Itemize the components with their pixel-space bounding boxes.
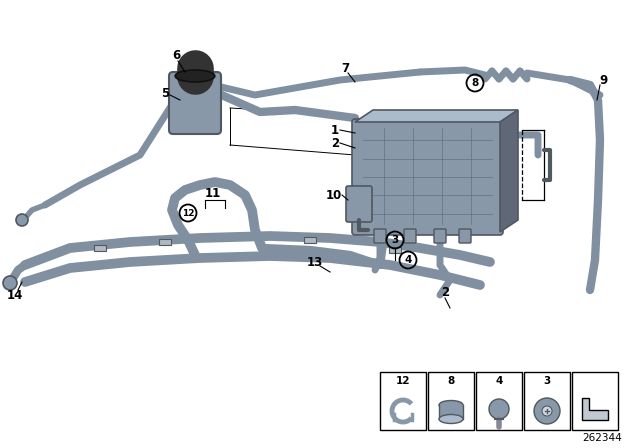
Text: 1: 1 (331, 124, 339, 137)
Circle shape (3, 276, 17, 290)
Bar (572, 372, 618, 430)
Bar (428, 372, 474, 430)
Text: 2: 2 (331, 137, 339, 150)
Text: 4: 4 (495, 376, 502, 386)
Text: 13: 13 (307, 255, 323, 268)
Text: 7: 7 (341, 61, 349, 74)
Circle shape (534, 398, 560, 424)
Text: 8: 8 (447, 376, 454, 386)
Circle shape (489, 399, 509, 419)
Text: 9: 9 (600, 73, 608, 86)
Text: 14: 14 (7, 289, 23, 302)
FancyBboxPatch shape (459, 229, 471, 243)
Text: 262344: 262344 (582, 433, 622, 443)
Circle shape (16, 214, 28, 226)
FancyBboxPatch shape (169, 72, 221, 134)
Bar (94, 245, 106, 251)
Text: 5: 5 (161, 86, 169, 99)
Bar (439, 405, 463, 419)
Text: 12: 12 (182, 208, 195, 217)
Polygon shape (355, 110, 518, 122)
Bar (304, 237, 316, 243)
Bar (476, 372, 522, 430)
FancyBboxPatch shape (434, 229, 446, 243)
Text: 3: 3 (543, 376, 550, 386)
Text: 3: 3 (392, 235, 399, 245)
Text: 10: 10 (326, 189, 342, 202)
Polygon shape (500, 110, 518, 232)
FancyBboxPatch shape (404, 229, 416, 243)
Ellipse shape (175, 70, 215, 82)
FancyBboxPatch shape (352, 119, 503, 235)
Bar (380, 372, 426, 430)
Bar (389, 247, 401, 253)
Text: 8: 8 (472, 78, 479, 88)
Text: 6: 6 (172, 48, 180, 61)
Text: 11: 11 (205, 186, 221, 199)
Text: 2: 2 (441, 285, 449, 298)
Text: 4: 4 (404, 255, 412, 265)
Ellipse shape (439, 414, 463, 423)
Ellipse shape (439, 401, 463, 409)
Circle shape (542, 406, 552, 416)
Polygon shape (582, 398, 608, 420)
FancyBboxPatch shape (346, 186, 372, 222)
Text: 12: 12 (396, 376, 410, 386)
FancyBboxPatch shape (374, 229, 386, 243)
Bar (524, 372, 570, 430)
Bar (159, 239, 171, 245)
